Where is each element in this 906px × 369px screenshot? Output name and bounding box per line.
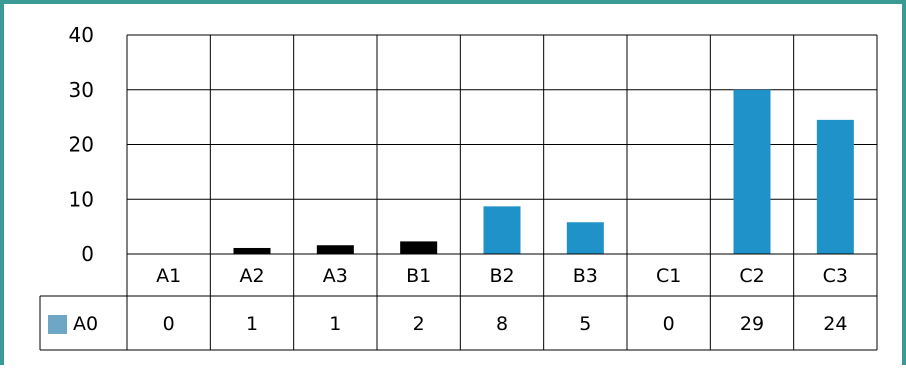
category-label: A1 [156,265,181,287]
category-label: A3 [323,265,348,287]
bar-b2 [483,206,521,254]
category-label: A2 [239,265,264,287]
bars [233,89,854,254]
bar-a2 [233,247,271,254]
bar-c3 [816,119,854,254]
y-tick-label: 0 [81,242,94,266]
bar-c2 [733,89,771,254]
data-value-label: 1 [246,313,258,335]
category-label: B2 [489,265,514,287]
category-label: C2 [739,265,764,287]
bar-b3 [566,222,604,254]
data-value-label: 29 [740,313,764,335]
y-tick-label: 40 [69,23,94,47]
data-table: A1 A2 A3 B1 B2 B3 C1 C2 C3 A0 0 1 1 2 8 5 0 29 24 [39,35,878,351]
y-tick-label: 30 [69,78,94,102]
category-label: C3 [823,265,848,287]
category-label: B3 [573,265,598,287]
bar-a3 [316,245,354,254]
category-label: C1 [656,265,681,287]
data-value-label: 2 [413,313,425,335]
y-tick-label: 10 [69,187,94,211]
data-value-label: 0 [163,313,175,335]
category-label: B1 [406,265,431,287]
data-value-label: 0 [663,313,675,335]
data-value-label: 24 [823,313,847,335]
data-value-label: 8 [496,313,508,335]
legend-swatch [48,315,67,334]
data-value-label: 5 [579,313,591,335]
legend-label: A0 [73,313,98,335]
bar-b1 [400,241,438,254]
data-value-label: 1 [329,313,341,335]
y-axis-tick-labels: 0 10 20 30 40 [69,23,94,266]
y-tick-label: 20 [69,133,94,157]
